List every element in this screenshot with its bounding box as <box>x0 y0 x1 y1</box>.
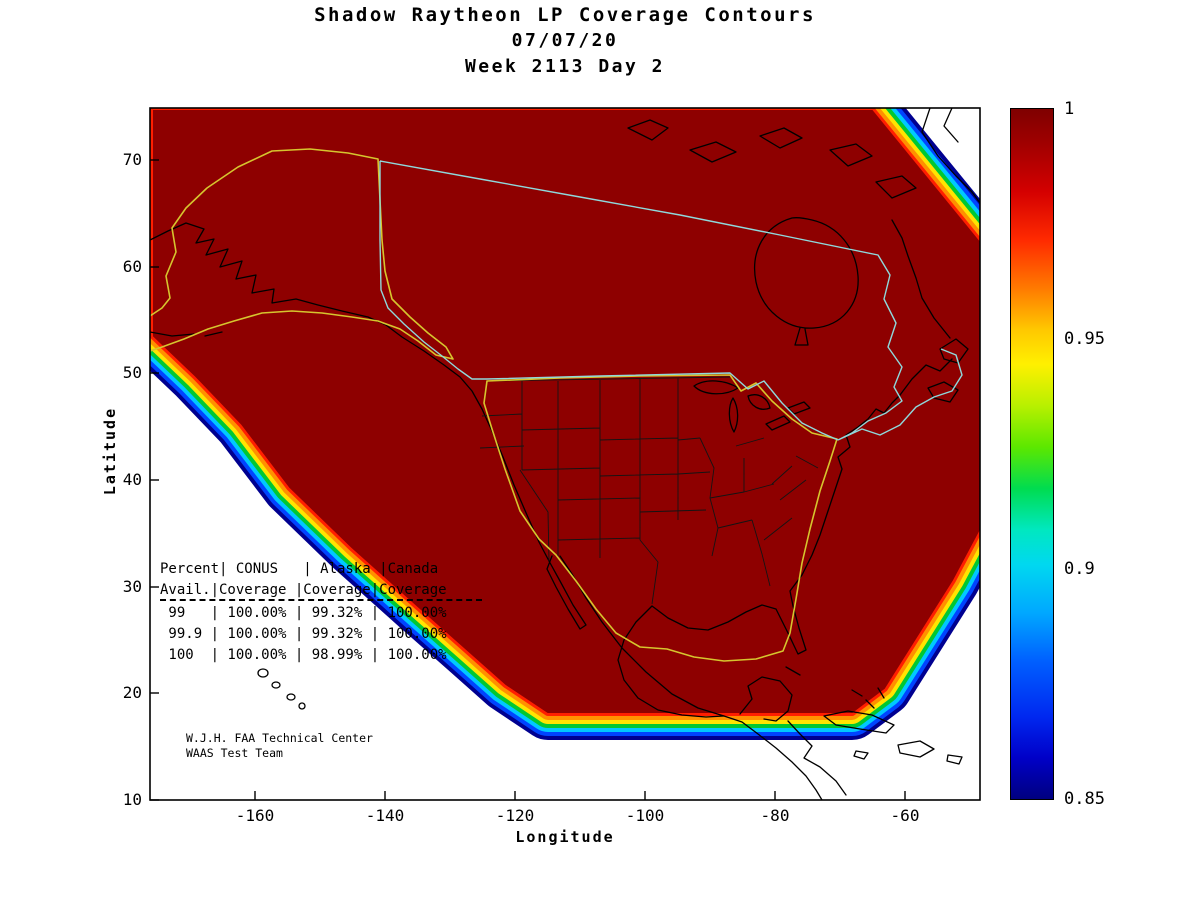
y-tick-label: 50 <box>122 363 142 382</box>
attribution-center: W.J.H. FAA Technical Center <box>186 731 373 745</box>
colorbar-tick-label: 0.95 <box>1064 329 1105 349</box>
y-tick-label: 60 <box>122 257 142 276</box>
x-tick-label: -160 <box>235 806 275 825</box>
x-tick-label: -60 <box>890 806 920 825</box>
y-tick-label: 30 <box>122 577 142 596</box>
attribution-team: WAAS Test Team <box>186 746 283 760</box>
figure-week-day: Week 2113 Day 2 <box>464 56 666 77</box>
y-tick-label: 10 <box>122 790 142 809</box>
coastline-gulf-east <box>617 394 901 796</box>
axis-tick-marks <box>150 159 906 801</box>
colorbar-tick-label: 1 <box>1064 99 1075 119</box>
coverage-table-divider <box>160 599 482 601</box>
colorbar-tick-label: 0.85 <box>1064 789 1105 809</box>
x-tick-label: -80 <box>760 806 790 825</box>
alaska-service-boundary <box>150 148 454 360</box>
x-tick-label: -100 <box>625 806 665 825</box>
coastline-west <box>150 222 823 800</box>
state-borders <box>479 376 819 605</box>
figure-title: Shadow Raytheon LP Coverage Contours <box>314 4 816 26</box>
figure-title-block: Shadow Raytheon LP Coverage Contours 07/… <box>150 2 980 80</box>
y-tick-label: 40 <box>122 470 142 489</box>
y-axis-label: Latitude <box>101 406 119 496</box>
coverage-table-row: 100 | 100.00% | 98.99% | 100.00% <box>160 647 447 663</box>
colorbar-tick-label: 0.9 <box>1064 559 1095 579</box>
canada-service-boundary <box>379 160 963 441</box>
coverage-table-row: 99.9 | 100.00% | 99.32% | 100.00% <box>160 626 447 642</box>
plot-frame <box>149 107 981 801</box>
x-tick-label: -140 <box>365 806 405 825</box>
x-axis-label: Longitude <box>515 828 615 846</box>
coverage-table-header-2: Avail.|Coverage |Coverage|Coverage <box>160 582 447 598</box>
conus-service-boundary <box>483 374 838 662</box>
colorbar <box>1010 108 1054 800</box>
x-tick-label: -120 <box>495 806 535 825</box>
coverage-table-header-1: Percent| CONUS | Alaska |Canada <box>160 561 439 577</box>
islands-outline <box>257 666 963 765</box>
figure-date: 07/07/20 <box>511 30 619 51</box>
coastline-northeast-arctic <box>627 108 980 403</box>
coverage-table-row: 99 | 100.00% | 99.32% | 100.00% <box>160 605 447 621</box>
y-tick-label: 20 <box>122 683 142 702</box>
y-tick-label: 70 <box>122 150 142 169</box>
